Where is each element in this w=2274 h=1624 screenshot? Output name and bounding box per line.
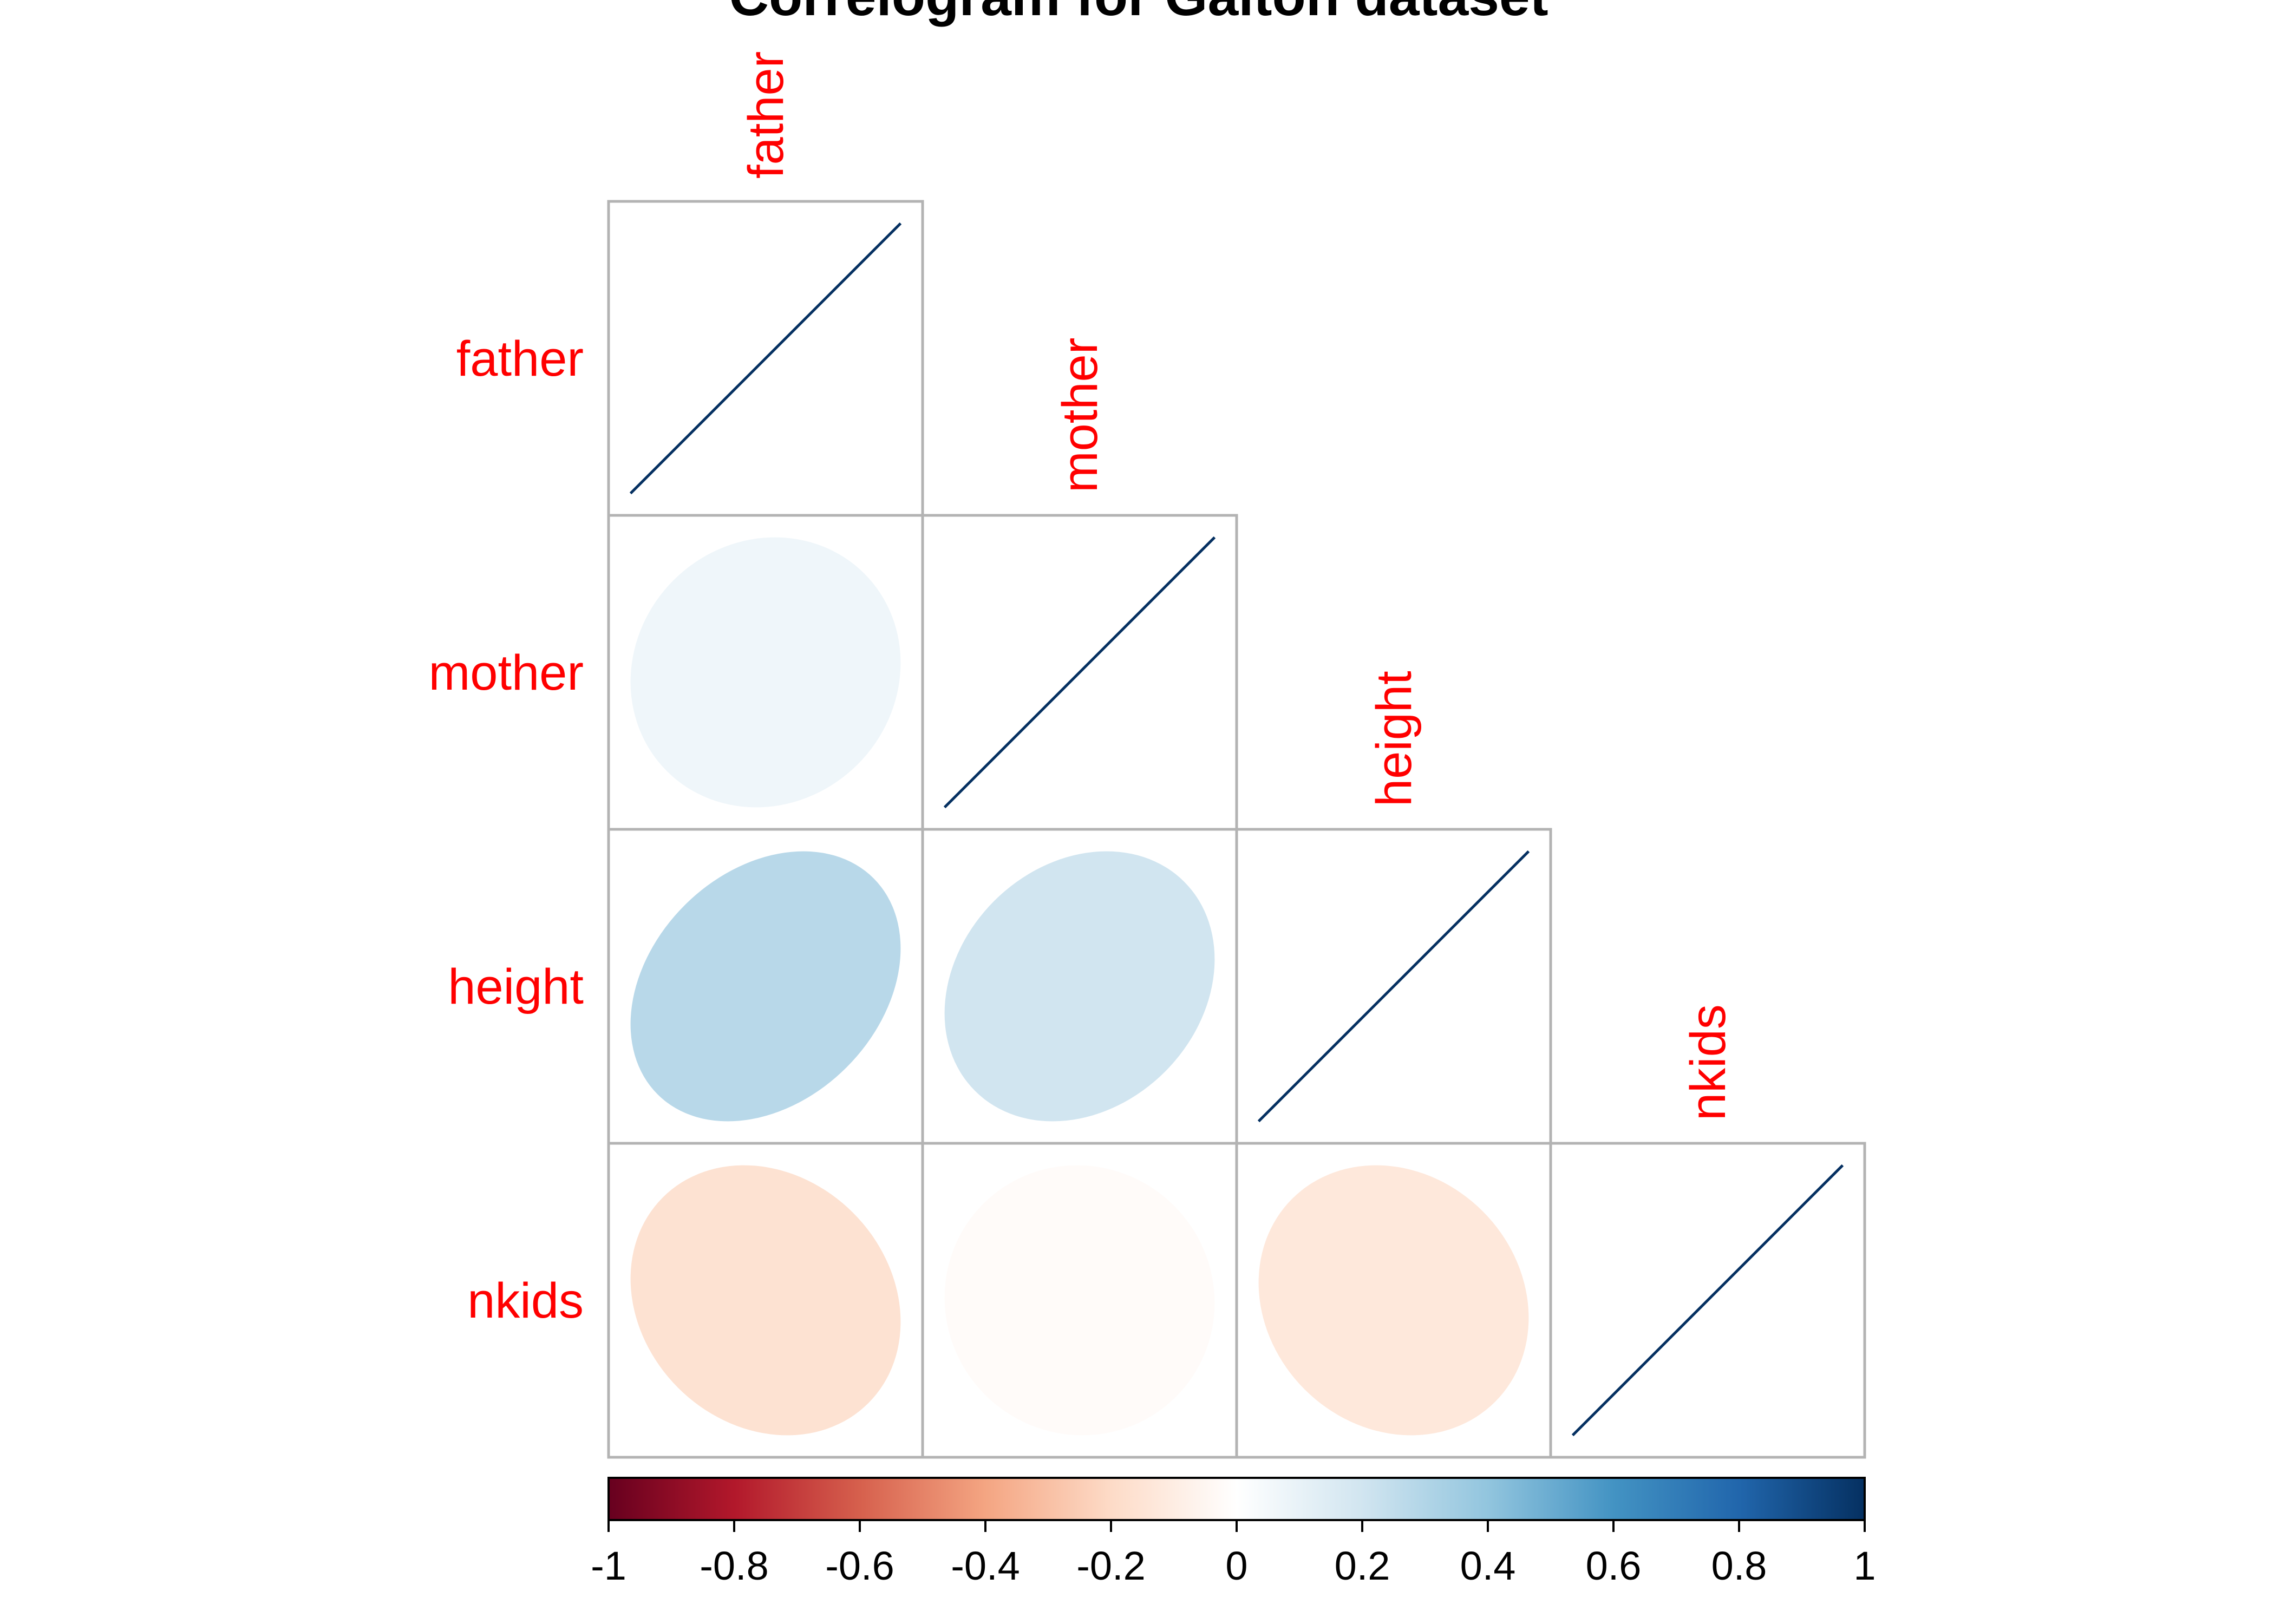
cell-mother-mother [921,514,1238,831]
diagonal-line [1571,1164,1844,1437]
cell-height-mother [921,828,1238,1145]
colorbar-tick-label: 0.6 [1586,1543,1642,1588]
colorbar-tick-label: -1 [591,1543,626,1588]
colorbar [607,1477,1866,1521]
diagonal-line [943,536,1216,809]
col-label-height: height [1367,671,1422,807]
diagonal-line [629,222,902,495]
cell-height-father [607,828,924,1145]
cell-height-height [1235,828,1552,1145]
color-legend: -1 -0.8 -0.6 -0.4 -0.2 0 0.2 0.4 0.6 0.8 1 [591,1477,1876,1588]
diagonal-line [1257,850,1530,1123]
colorbar-tick-label: 0.4 [1460,1543,1516,1588]
cell-nkids-nkids [1549,1142,1866,1459]
col-label-nkids: nkids [1681,1004,1736,1121]
colorbar-tick-label: -0.6 [825,1543,894,1588]
cell-father-father [607,200,924,517]
colorbar-tick-label: -0.4 [951,1543,1020,1588]
row-label-nkids: nkids [467,1273,584,1328]
col-label-mother: mother [1053,338,1108,493]
cell-mother-father [607,514,924,831]
correlation-ellipse [944,1165,1215,1436]
cell-nkids-height [1235,1142,1552,1459]
colorbar-tick-label: 1 [1853,1543,1876,1588]
row-label-height: height [448,959,584,1014]
colorbar-tick-label: 0.2 [1335,1543,1390,1588]
correlation-grid [607,200,1866,1459]
colorbar-tick-label: 0 [1225,1543,1247,1588]
variable-labels: father mother height nkids father mother heigh… [429,51,1736,1328]
cell-nkids-mother [921,1142,1238,1459]
chart-title: Correlogram for Galton dataset [729,0,1548,27]
correlation-ellipse [630,1165,901,1436]
cell-nkids-father [607,1142,924,1459]
correlation-ellipse [1258,1165,1529,1436]
row-label-father: father [456,331,584,387]
colorbar-tick-label: -0.8 [700,1543,769,1588]
colorbar-tick-label: 0.8 [1711,1543,1767,1588]
correlation-ellipse [944,851,1215,1122]
correlation-ellipse [630,537,901,808]
correlation-ellipse [630,851,901,1122]
colorbar-tick-label: -0.2 [1076,1543,1146,1588]
row-label-mother: mother [429,645,584,700]
col-label-father: father [739,51,794,179]
